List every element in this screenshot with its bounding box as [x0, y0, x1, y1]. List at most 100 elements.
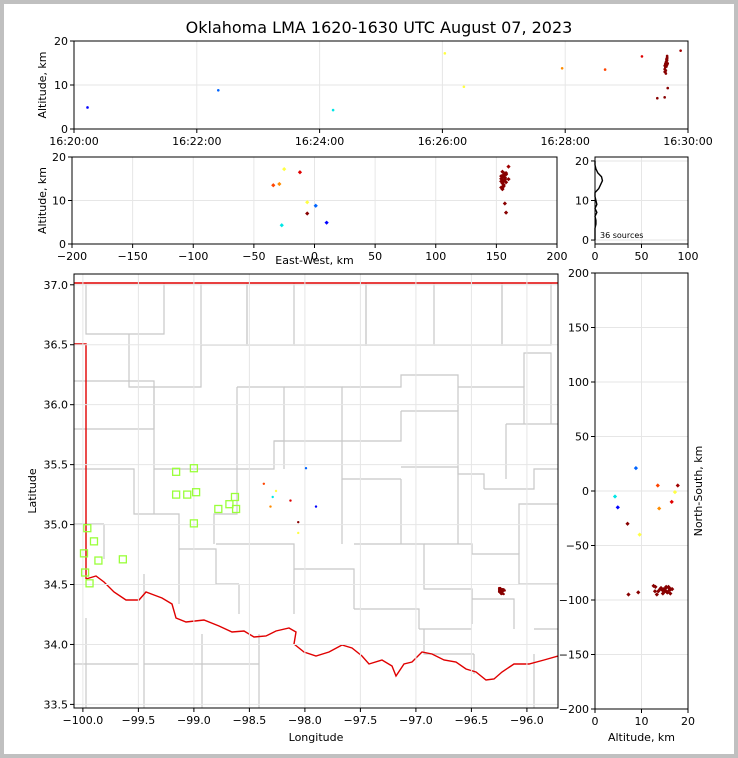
plan-tick-label: −99.5 [122, 714, 156, 727]
ew-source-point [277, 181, 282, 187]
plan-station-marker [171, 490, 181, 499]
time-source-point [679, 49, 682, 52]
ew-tick-label: −50 [242, 250, 265, 263]
ew-source-point [500, 169, 505, 174]
ew-tick-label: 0 [311, 250, 318, 263]
time-tick-label: 16:24:00 [295, 135, 344, 148]
ns-source-point [636, 590, 641, 595]
ns-source-point [675, 483, 680, 488]
plan-ytick-label: 36.5 [44, 339, 69, 352]
plan-ytick-label: 33.5 [44, 698, 69, 711]
plan-station-marker [85, 579, 94, 588]
ew-axes-frame [71, 156, 558, 245]
ns-source-point [666, 585, 672, 591]
ns-source-point [637, 532, 642, 537]
plan-ytick-label: 36.0 [44, 399, 69, 412]
ns-source-point [659, 586, 665, 592]
plan-tick-label: −99.0 [177, 714, 211, 727]
plan-station-marker [79, 549, 89, 558]
ew-source-point [282, 167, 287, 172]
plan-station-marker [83, 524, 92, 533]
plan-source-point [269, 505, 272, 508]
time-source-point [663, 96, 666, 99]
ns-source-point [615, 505, 620, 510]
ew-source-point [271, 183, 276, 188]
ns-ytick-label: 150 [568, 322, 589, 335]
ew-source-point [503, 180, 509, 185]
ns-source-point [652, 589, 658, 594]
time-source-point [666, 86, 670, 90]
time-source-point [663, 64, 666, 67]
time-source-point [216, 88, 220, 92]
time-source-point [663, 70, 667, 74]
ns-ylabel: North-South, km [692, 446, 705, 537]
time-source-point [462, 85, 466, 89]
plan-station-marker [171, 467, 181, 476]
ew-source-point [506, 177, 511, 182]
ew-source-point [279, 223, 284, 228]
time-tick-label: 16:22:00 [172, 135, 221, 148]
plan-source-point [297, 531, 300, 535]
plan-source-point [289, 499, 292, 502]
ns-ytick-label: 0 [582, 485, 589, 498]
hist-tick-label: 100 [678, 250, 699, 263]
time-tick-label: 16:20:00 [49, 135, 98, 148]
hist-tick-label: 50 [635, 250, 649, 263]
ns-tick-label: 20 [681, 715, 695, 728]
plan-ytick-label: 34.5 [44, 579, 69, 592]
plan-tick-label: −100.0 [63, 714, 104, 727]
plan-station-marker [214, 504, 223, 514]
plan-station-marker [230, 492, 240, 502]
time-axes-frame [73, 40, 689, 130]
ns-source-point [660, 591, 666, 596]
ew-tick-label: −150 [118, 250, 148, 263]
plan-tick-label: −96.5 [455, 714, 489, 727]
plan-tick-label: −98.5 [233, 714, 267, 727]
figure: Oklahoma LMA 1620-1630 UTC August 07, 20… [4, 4, 734, 754]
plan-station-marker [80, 568, 90, 577]
altitude-histogram-panel: 0 50 100 0 10 20 36 sources [575, 155, 699, 263]
plan-source-point [501, 589, 504, 592]
time-source-point [86, 106, 89, 109]
plan-source-point [497, 589, 501, 592]
chart-title: Oklahoma LMA 1620-1630 UTC August 07, 20… [186, 18, 573, 37]
plan-station-marker [118, 555, 127, 564]
plan-source-point [304, 467, 308, 470]
ns-ytick-label: −50 [566, 540, 589, 553]
ns-xlabel: Altitude, km [608, 731, 675, 744]
ns-ytick-label: 200 [568, 267, 589, 280]
plan-station-marker [231, 504, 241, 514]
ns-source-point [672, 489, 678, 495]
plan-tick-label: −98.0 [288, 714, 322, 727]
plan-station-marker [225, 500, 234, 509]
ew-tick-label: −100 [178, 250, 208, 263]
plan-ytick-label: 34.0 [44, 638, 69, 651]
ew-ytick-label: 20 [52, 151, 66, 164]
hist-axes-frame [594, 156, 689, 245]
ew-tick-label: −200 [57, 250, 87, 263]
ew-source-point [501, 172, 506, 177]
ns-source-point [663, 588, 668, 593]
ns-source-point [612, 494, 618, 499]
plan-station-marker [189, 519, 199, 528]
ns-ytick-label: 50 [575, 431, 589, 444]
ew-source-point [500, 185, 505, 191]
plan-source-point [262, 482, 266, 486]
plan-source-point [314, 505, 318, 508]
state-border [74, 282, 558, 681]
plan-ytick-label: 37.0 [44, 279, 69, 292]
county-lines [74, 283, 558, 708]
ns-source-point [669, 499, 674, 505]
plan-source-point [271, 495, 274, 499]
time-source-point [560, 66, 564, 70]
ns-source-point [633, 465, 639, 471]
hist-ytick-label: 0 [582, 234, 589, 247]
altitude-north-south-panel: 0 10 20 −200 −150 −100 −50 0 50 100 150 200 Altitude… [559, 267, 705, 744]
ns-ytick-label: 100 [568, 376, 589, 389]
time-source-point [664, 61, 668, 64]
ew-source-point [324, 220, 329, 225]
ew-ytick-label: 10 [52, 195, 66, 208]
time-source-point [665, 57, 668, 61]
ns-source-point [626, 592, 631, 597]
plan-view-panel: −100.0 −99.5 −99.0 −98.5 −98.0 −97.5 −97.0 −96.… [26, 273, 559, 744]
